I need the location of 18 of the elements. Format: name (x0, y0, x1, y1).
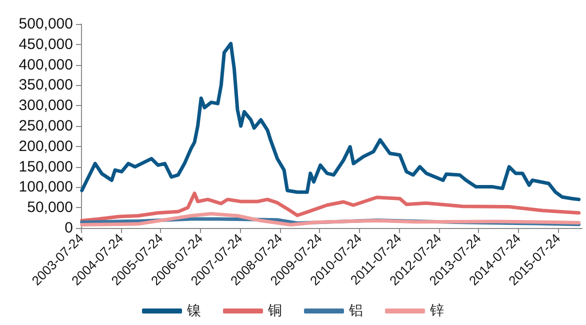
y-tick-label: 500,000 (18, 16, 73, 32)
y-tick-label: 100,000 (18, 178, 73, 196)
y-tick-label: 450,000 (18, 36, 73, 53)
y-tick-label: 0 (64, 220, 73, 236)
line-series (80, 212, 581, 226)
y-tick-label: 250,000 (18, 118, 73, 134)
y-tick-label: 350,000 (18, 76, 73, 94)
y-tick-label: 200,000 (18, 138, 73, 155)
y-tick-label: 150,000 (18, 158, 73, 176)
line-series (80, 42, 581, 202)
y-tick-label: 400,000 (18, 56, 73, 74)
legend-label: 镍 (186, 303, 201, 319)
y-tick-label: 50,000 (27, 199, 73, 216)
line-series (80, 192, 581, 222)
y-tick-label: 300,000 (18, 97, 73, 114)
legend-label: 铜 (267, 303, 282, 319)
legend-label: 铝 (348, 303, 363, 319)
legend-label: 锌 (429, 303, 444, 319)
